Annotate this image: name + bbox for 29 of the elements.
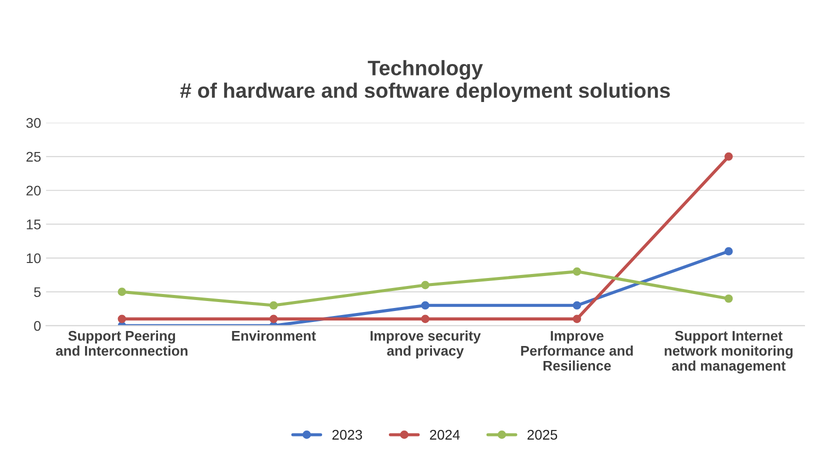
- legend-label: 2024: [430, 430, 460, 440]
- point: [421, 314, 430, 324]
- point: [118, 314, 126, 324]
- y-tick-label: 15: [26, 220, 41, 230]
- x-tick-label: Support Internet network monitoring and management: [664, 330, 793, 374]
- y-tick-label: 25: [26, 152, 41, 162]
- y-tick-label: 30: [26, 118, 41, 128]
- point: [269, 314, 278, 324]
- chart-title: Technology # of hardware and software deployment solutions: [180, 60, 670, 102]
- legend-label: 2025: [528, 430, 558, 440]
- point: [421, 280, 430, 290]
- x-tick-label: Environment: [232, 330, 316, 341]
- point: [724, 294, 733, 303]
- point: [724, 152, 733, 161]
- point: [118, 288, 126, 296]
- y-tick-label: 0: [34, 321, 41, 331]
- y-tick-label: 20: [26, 186, 41, 196]
- point: [572, 267, 582, 276]
- point: [269, 301, 278, 310]
- legend-label: 2023: [332, 430, 362, 440]
- point: [724, 247, 733, 256]
- point: [572, 314, 582, 324]
- x-tick-label: Support Peering and Interconnection: [56, 330, 188, 356]
- x-tick-label: Improve security and privacy: [370, 330, 481, 358]
- point: [572, 301, 582, 310]
- point: [421, 301, 430, 310]
- y-tick-label: 5: [34, 287, 41, 298]
- x-tick-label: Improve Performance and Resilience: [521, 331, 633, 371]
- y-tick-label: 10: [26, 253, 41, 264]
